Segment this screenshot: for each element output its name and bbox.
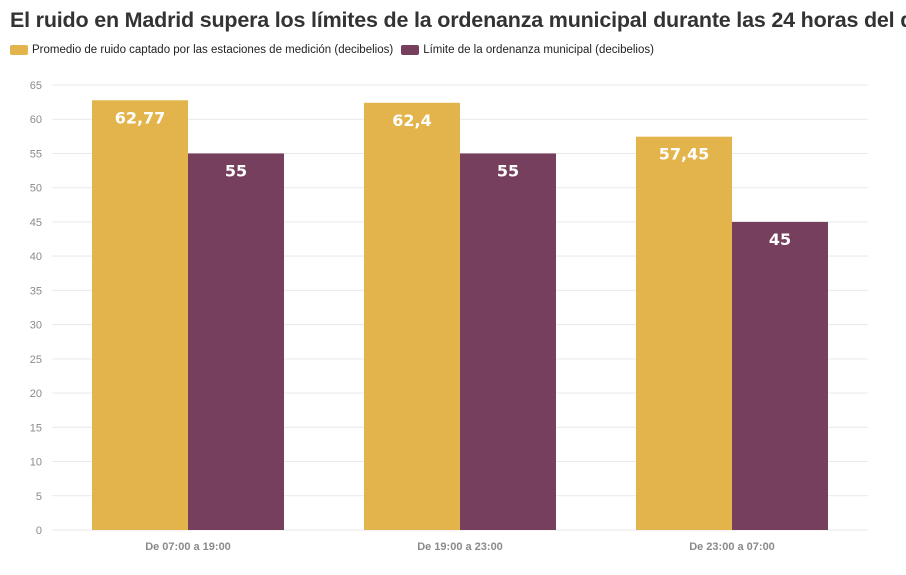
y-tick-label: 40 (30, 251, 42, 263)
y-tick-label: 0 (36, 525, 42, 537)
y-tick-label: 20 (30, 388, 42, 400)
bar (732, 221, 828, 530)
x-category-label: De 23:00 a 07:00 (689, 541, 775, 553)
data-label: 55 (225, 161, 247, 180)
y-tick-label: 50 (30, 183, 42, 195)
x-category-label: De 07:00 a 19:00 (145, 541, 231, 553)
y-tick-label: 15 (30, 422, 42, 434)
data-label: 55 (497, 161, 519, 180)
y-tick-label: 60 (30, 114, 42, 126)
legend-label-ordinance-limit: Límite de la ordenanza municipal (decibe… (423, 44, 654, 56)
legend-label-average-noise: Promedio de ruido captado por las estaci… (32, 44, 394, 56)
legend-swatch-ordinance-limit (401, 45, 420, 55)
y-tick-label: 55 (30, 148, 42, 160)
data-label: 62,77 (115, 108, 166, 127)
y-tick-label: 5 (36, 491, 42, 503)
bar (460, 153, 556, 530)
y-tick-label: 35 (30, 285, 42, 297)
legend-item-ordinance-limit[interactable]: Límite de la ordenanza municipal (decibe… (401, 44, 654, 56)
legend-item-average-noise[interactable]: Promedio de ruido captado por las estaci… (10, 44, 393, 56)
legend-swatch-average-noise (10, 45, 28, 55)
y-tick-label: 65 (30, 80, 42, 92)
data-label: 57,45 (659, 145, 710, 164)
bar (364, 102, 460, 531)
data-label: 62,4 (392, 111, 431, 130)
x-category-label: De 19:00 a 23:00 (417, 541, 503, 553)
y-tick-label: 25 (30, 354, 42, 366)
data-label: 45 (769, 230, 791, 249)
bar (92, 100, 188, 531)
y-tick-label: 10 (30, 457, 42, 469)
legend: Promedio de ruido captado por las estaci… (10, 44, 662, 56)
y-tick-label: 45 (30, 217, 42, 229)
chart-title: El ruido en Madrid supera los límites de… (10, 8, 906, 32)
bar (188, 153, 284, 530)
bar (636, 136, 732, 530)
y-tick-label: 30 (30, 320, 42, 332)
